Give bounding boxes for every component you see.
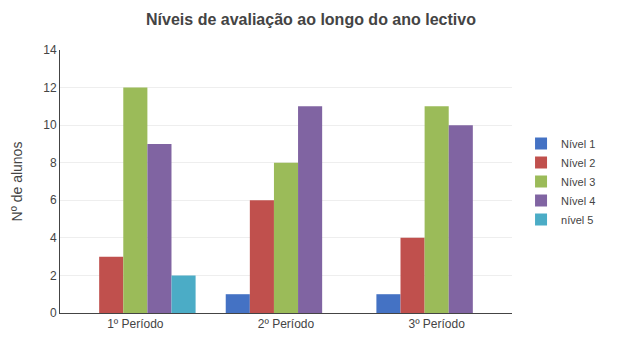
svg-text:14: 14	[43, 43, 57, 57]
svg-text:6: 6	[50, 193, 57, 207]
svg-text:3º Período: 3º Período	[408, 317, 465, 331]
svg-text:0: 0	[50, 306, 57, 320]
svg-text:10: 10	[43, 118, 57, 132]
svg-text:1º Período: 1º Período	[107, 317, 164, 331]
svg-text:Nível 2: Nível 2	[561, 157, 595, 169]
svg-text:12: 12	[43, 81, 57, 95]
svg-text:2º Período: 2º Período	[258, 317, 315, 331]
svg-text:Nível 4: Nível 4	[561, 195, 595, 207]
svg-text:8: 8	[50, 156, 57, 170]
svg-text:Níveis de avaliação ao longo d: Níveis de avaliação ao longo do ano lect…	[146, 11, 476, 28]
svg-text:2: 2	[50, 269, 57, 283]
svg-text:Nº de alunos: Nº de alunos	[9, 142, 25, 222]
svg-text:Nível 3: Nível 3	[561, 176, 595, 188]
svg-text:4: 4	[50, 231, 57, 245]
svg-text:nível 5: nível 5	[561, 214, 593, 226]
svg-text:Nível 1: Nível 1	[561, 138, 595, 150]
